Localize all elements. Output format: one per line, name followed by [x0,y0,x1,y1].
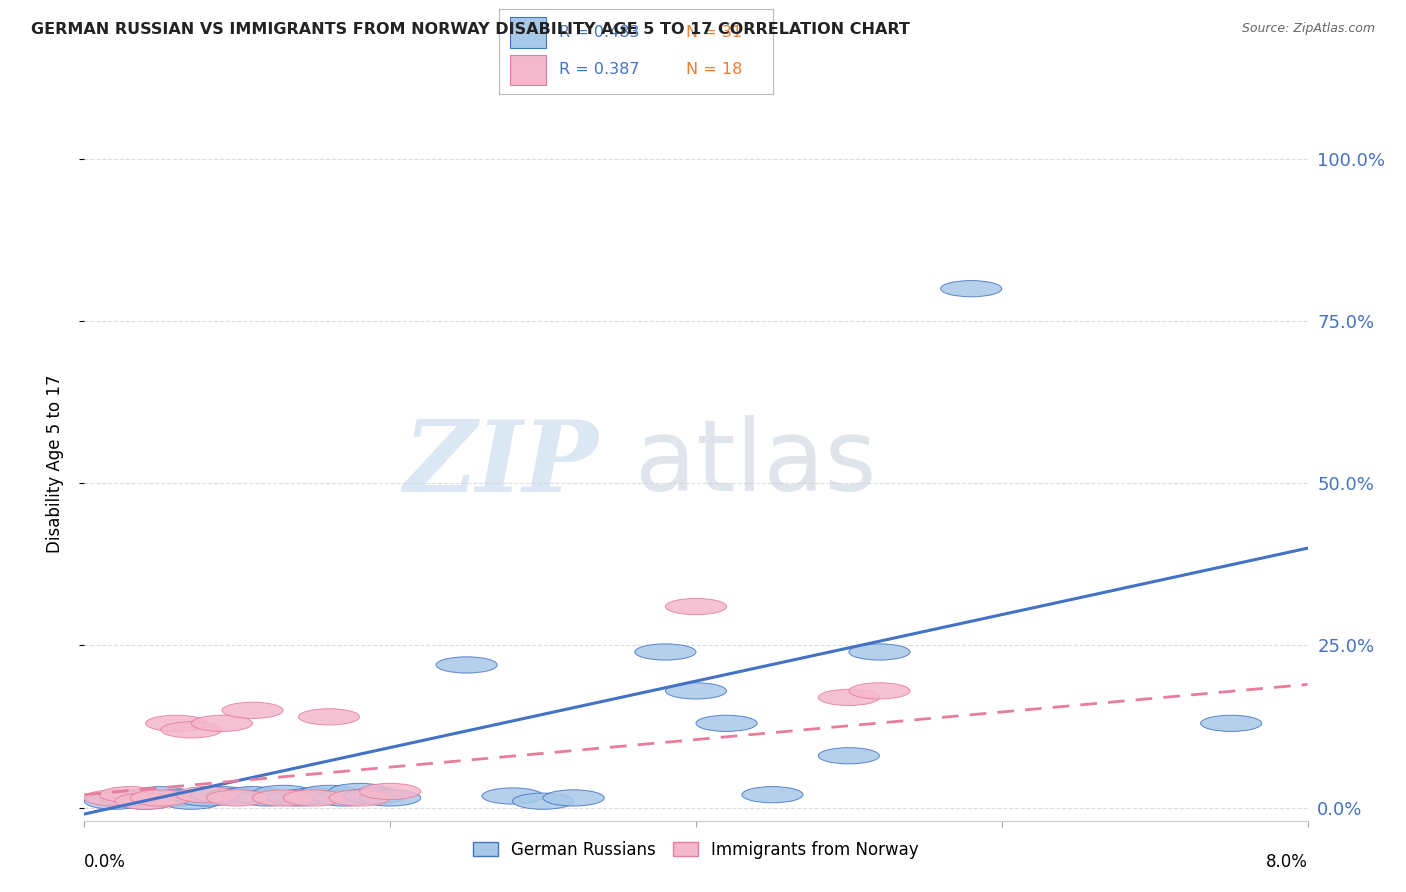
Ellipse shape [283,789,344,806]
Ellipse shape [329,783,391,799]
Ellipse shape [115,793,176,809]
Ellipse shape [160,722,222,738]
Text: 0.0%: 0.0% [84,853,127,871]
Text: 8.0%: 8.0% [1265,853,1308,871]
Ellipse shape [513,793,574,809]
Ellipse shape [160,793,222,809]
Text: N = 18: N = 18 [686,62,742,78]
Text: R = 0.483: R = 0.483 [560,25,640,40]
Ellipse shape [360,789,420,806]
Legend: German Russians, Immigrants from Norway: German Russians, Immigrants from Norway [467,835,925,866]
Ellipse shape [818,747,880,764]
Ellipse shape [849,644,910,660]
Ellipse shape [176,787,238,803]
Ellipse shape [665,599,727,615]
Ellipse shape [742,787,803,803]
Ellipse shape [360,783,420,799]
Text: ZIP: ZIP [404,416,598,512]
FancyBboxPatch shape [510,18,546,48]
Ellipse shape [283,788,344,804]
Ellipse shape [344,788,405,804]
Ellipse shape [314,789,375,806]
Ellipse shape [298,785,360,802]
Ellipse shape [115,793,176,809]
Text: R = 0.387: R = 0.387 [560,62,640,78]
Ellipse shape [100,787,160,803]
Ellipse shape [436,657,498,673]
Ellipse shape [100,789,160,806]
Ellipse shape [253,785,314,802]
Ellipse shape [84,793,146,809]
Ellipse shape [941,281,1002,297]
Text: GERMAN RUSSIAN VS IMMIGRANTS FROM NORWAY DISABILITY AGE 5 TO 17 CORRELATION CHAR: GERMAN RUSSIAN VS IMMIGRANTS FROM NORWAY… [31,22,910,37]
Ellipse shape [636,644,696,660]
Text: atlas: atlas [636,416,876,512]
Ellipse shape [238,789,298,806]
Ellipse shape [696,715,758,731]
Ellipse shape [146,789,207,806]
Ellipse shape [207,789,269,806]
Ellipse shape [131,787,191,803]
Ellipse shape [222,787,283,803]
Ellipse shape [84,789,146,806]
Ellipse shape [176,789,238,806]
Text: Source: ZipAtlas.com: Source: ZipAtlas.com [1241,22,1375,36]
Ellipse shape [269,789,329,806]
Ellipse shape [543,789,605,806]
Ellipse shape [131,789,191,806]
Ellipse shape [253,789,314,806]
Ellipse shape [482,788,543,804]
Ellipse shape [207,788,269,804]
Y-axis label: Disability Age 5 to 17: Disability Age 5 to 17 [45,375,63,553]
Ellipse shape [849,682,910,699]
Text: N = 31: N = 31 [686,25,742,40]
Ellipse shape [146,715,207,731]
Ellipse shape [818,690,880,706]
Ellipse shape [191,787,253,803]
Ellipse shape [665,682,727,699]
Ellipse shape [191,715,253,731]
Ellipse shape [222,702,283,718]
Ellipse shape [329,789,391,806]
FancyBboxPatch shape [510,54,546,85]
Ellipse shape [1201,715,1261,731]
Ellipse shape [298,709,360,725]
